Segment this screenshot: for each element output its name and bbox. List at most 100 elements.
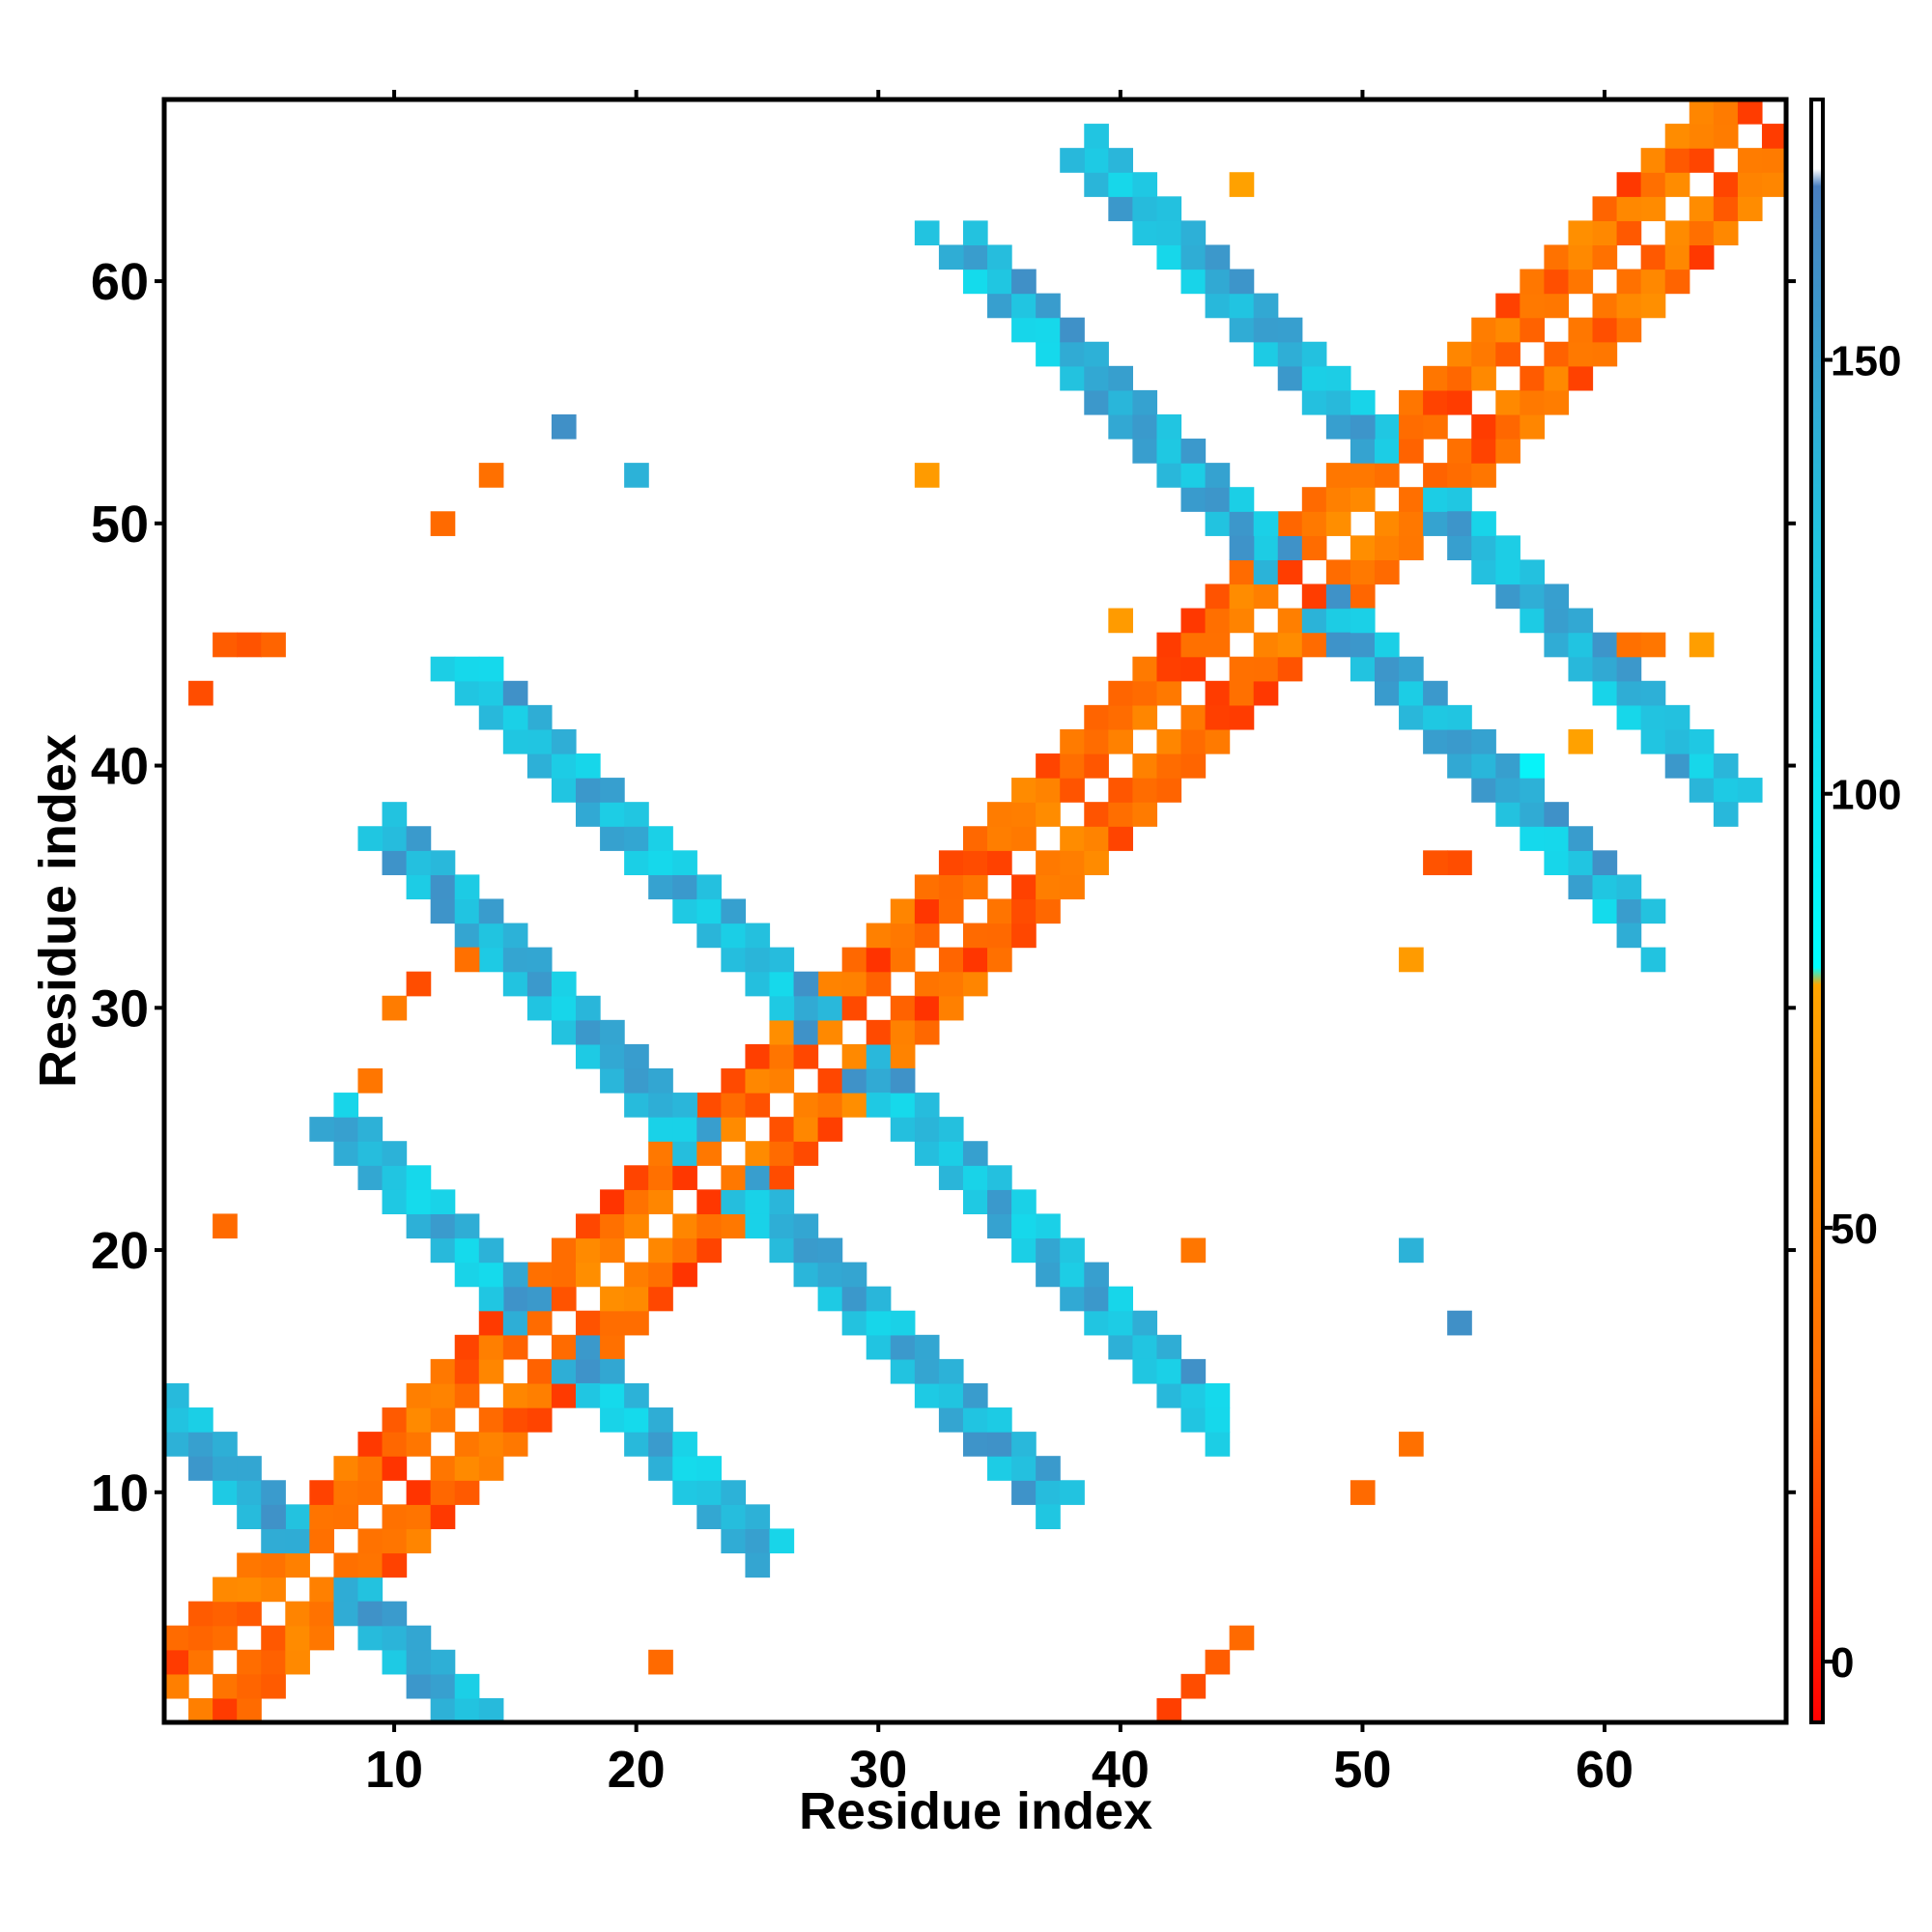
colorbar-frame [1809, 98, 1825, 1724]
heatmap-cell [1108, 1334, 1133, 1360]
heatmap-cell [1689, 778, 1715, 803]
heatmap-cell [1737, 196, 1763, 221]
heatmap-cell [551, 995, 577, 1021]
heatmap-cell [890, 1093, 916, 1118]
heatmap-cell [1156, 680, 1182, 706]
heatmap-cell [1084, 365, 1109, 391]
heatmap-cell [1568, 244, 1594, 270]
heatmap-cell [1108, 148, 1133, 173]
heatmap-cell [1399, 656, 1424, 682]
x-tick-label: 50 [1333, 1741, 1391, 1799]
heatmap-cell [1325, 632, 1351, 658]
heatmap-cell [1544, 365, 1570, 391]
heatmap-cell [1423, 728, 1448, 754]
heatmap-cell [1229, 269, 1255, 295]
heatmap-cell [696, 1504, 722, 1530]
heatmap-cell [793, 995, 819, 1021]
heatmap-cells [164, 99, 1787, 1723]
heatmap-cell [648, 1649, 673, 1675]
heatmap-cell [1616, 196, 1642, 221]
heatmap-cell [1060, 1286, 1085, 1312]
heatmap-cell [1689, 244, 1715, 270]
heatmap-cell [551, 1358, 577, 1384]
heatmap-cell [406, 1382, 432, 1408]
heatmap-cell [987, 244, 1012, 270]
heatmap-cell [1229, 487, 1255, 512]
heatmap-cell [672, 850, 697, 875]
heatmap-cell [1544, 389, 1570, 415]
heatmap-cell [1132, 172, 1158, 197]
heatmap-cell [1011, 874, 1037, 900]
heatmap-cell [841, 1093, 867, 1118]
heatmap-cell [1592, 244, 1618, 270]
heatmap-cell [1205, 583, 1231, 610]
heatmap-cell [962, 244, 988, 270]
heatmap-cell [1737, 148, 1763, 173]
heatmap-cell [1253, 559, 1279, 585]
heatmap-cell [1471, 535, 1496, 561]
heatmap-cell [1568, 656, 1594, 682]
heatmap-cell [1036, 1480, 1061, 1505]
heatmap-cell [1471, 413, 1496, 440]
heatmap-cell [1060, 365, 1085, 391]
heatmap-cell [188, 1456, 213, 1481]
heatmap-cell [1640, 196, 1666, 221]
colorbar-tick-label: 150 [1831, 338, 1901, 385]
x-tick-label: 10 [365, 1741, 423, 1799]
heatmap-cell [1205, 704, 1231, 730]
heatmap-cell [1399, 487, 1424, 512]
heatmap-cell [1132, 704, 1158, 730]
x-tick-label: 20 [608, 1741, 666, 1799]
heatmap-cell [551, 753, 577, 779]
heatmap-cell [696, 898, 722, 924]
heatmap-cell [309, 1625, 335, 1651]
heatmap-cell [1229, 704, 1255, 730]
heatmap-cell [454, 1262, 480, 1288]
heatmap-cell [987, 947, 1012, 973]
heatmap-cell [1520, 608, 1546, 634]
heatmap-cell [1084, 850, 1109, 875]
heatmap-cell [1011, 1189, 1037, 1215]
heatmap-cell [769, 971, 795, 997]
heatmap-cell [721, 1117, 747, 1142]
heatmap-cell [1640, 244, 1666, 270]
heatmap-cell [841, 947, 867, 973]
heatmap-cell [817, 1286, 843, 1312]
heatmap-cell [817, 1067, 843, 1094]
heatmap-cell [962, 1407, 988, 1433]
heatmap-cell [430, 1456, 456, 1481]
heatmap-cell [1520, 753, 1546, 779]
heatmap-cell [1520, 317, 1546, 343]
heatmap-cell [600, 1019, 625, 1045]
heatmap-cell [1568, 850, 1594, 875]
heatmap-cell [1156, 220, 1182, 246]
heatmap-cell [648, 826, 673, 851]
heatmap-cell [164, 1432, 189, 1457]
heatmap-cell [357, 1528, 384, 1554]
heatmap-cell [721, 1213, 747, 1239]
heatmap-cell [1180, 244, 1207, 270]
heatmap-cell [1447, 341, 1472, 367]
heatmap-cell [1156, 753, 1182, 779]
heatmap-cell [551, 1237, 577, 1264]
heatmap-cell [1664, 244, 1690, 270]
heatmap-cell [817, 1019, 843, 1045]
heatmap-cell [1447, 389, 1472, 415]
heatmap-cell [213, 1432, 238, 1457]
heatmap-cell [1374, 439, 1400, 464]
heatmap-cell [1737, 99, 1763, 125]
heatmap-cell [526, 947, 553, 973]
heatmap-cell [793, 1237, 819, 1264]
heatmap-cell [1301, 511, 1327, 536]
heatmap-cell [938, 1382, 964, 1408]
heatmap-cell [1592, 341, 1618, 367]
heatmap-cell [914, 995, 940, 1021]
heatmap-cell [333, 1141, 359, 1166]
heatmap-cell [1205, 293, 1231, 319]
heatmap-cell [333, 1456, 359, 1481]
heatmap-cell [333, 1577, 359, 1603]
heatmap-cell [1713, 124, 1739, 149]
heatmap-cell [454, 1237, 480, 1264]
heatmap-cell [1253, 317, 1279, 343]
heatmap-cell [1495, 413, 1520, 440]
